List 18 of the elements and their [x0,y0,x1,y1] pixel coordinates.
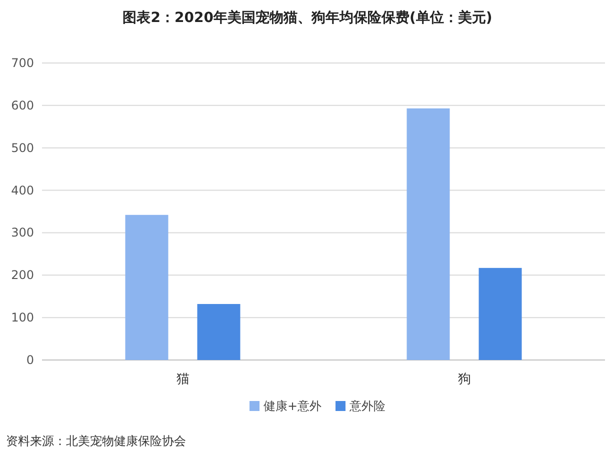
legend-label: 健康+意外 [264,399,322,413]
x-tick-label: 狗 [458,372,471,387]
y-tick-label: 100 [11,310,34,325]
x-tick-label: 猫 [176,372,190,387]
bar [197,304,240,360]
y-tick-label: 200 [11,268,34,282]
bar [125,214,168,360]
chart-title: 图表2：2020年美国宠物猫、狗年均保险保费(单位：美元) [122,9,492,26]
y-tick-label: 0 [26,353,34,367]
y-tick-label: 400 [11,183,34,198]
legend-label: 意外险 [348,399,386,413]
bar [478,268,522,360]
bar [406,108,450,360]
text: 资料来源：北美宠物健康保险协会 [6,434,186,448]
y-tick-label: 500 [11,140,34,155]
y-tick-label: 300 [11,226,34,240]
y-tick-label: 600 [11,98,34,112]
y-tick-label: 700 [11,56,34,70]
